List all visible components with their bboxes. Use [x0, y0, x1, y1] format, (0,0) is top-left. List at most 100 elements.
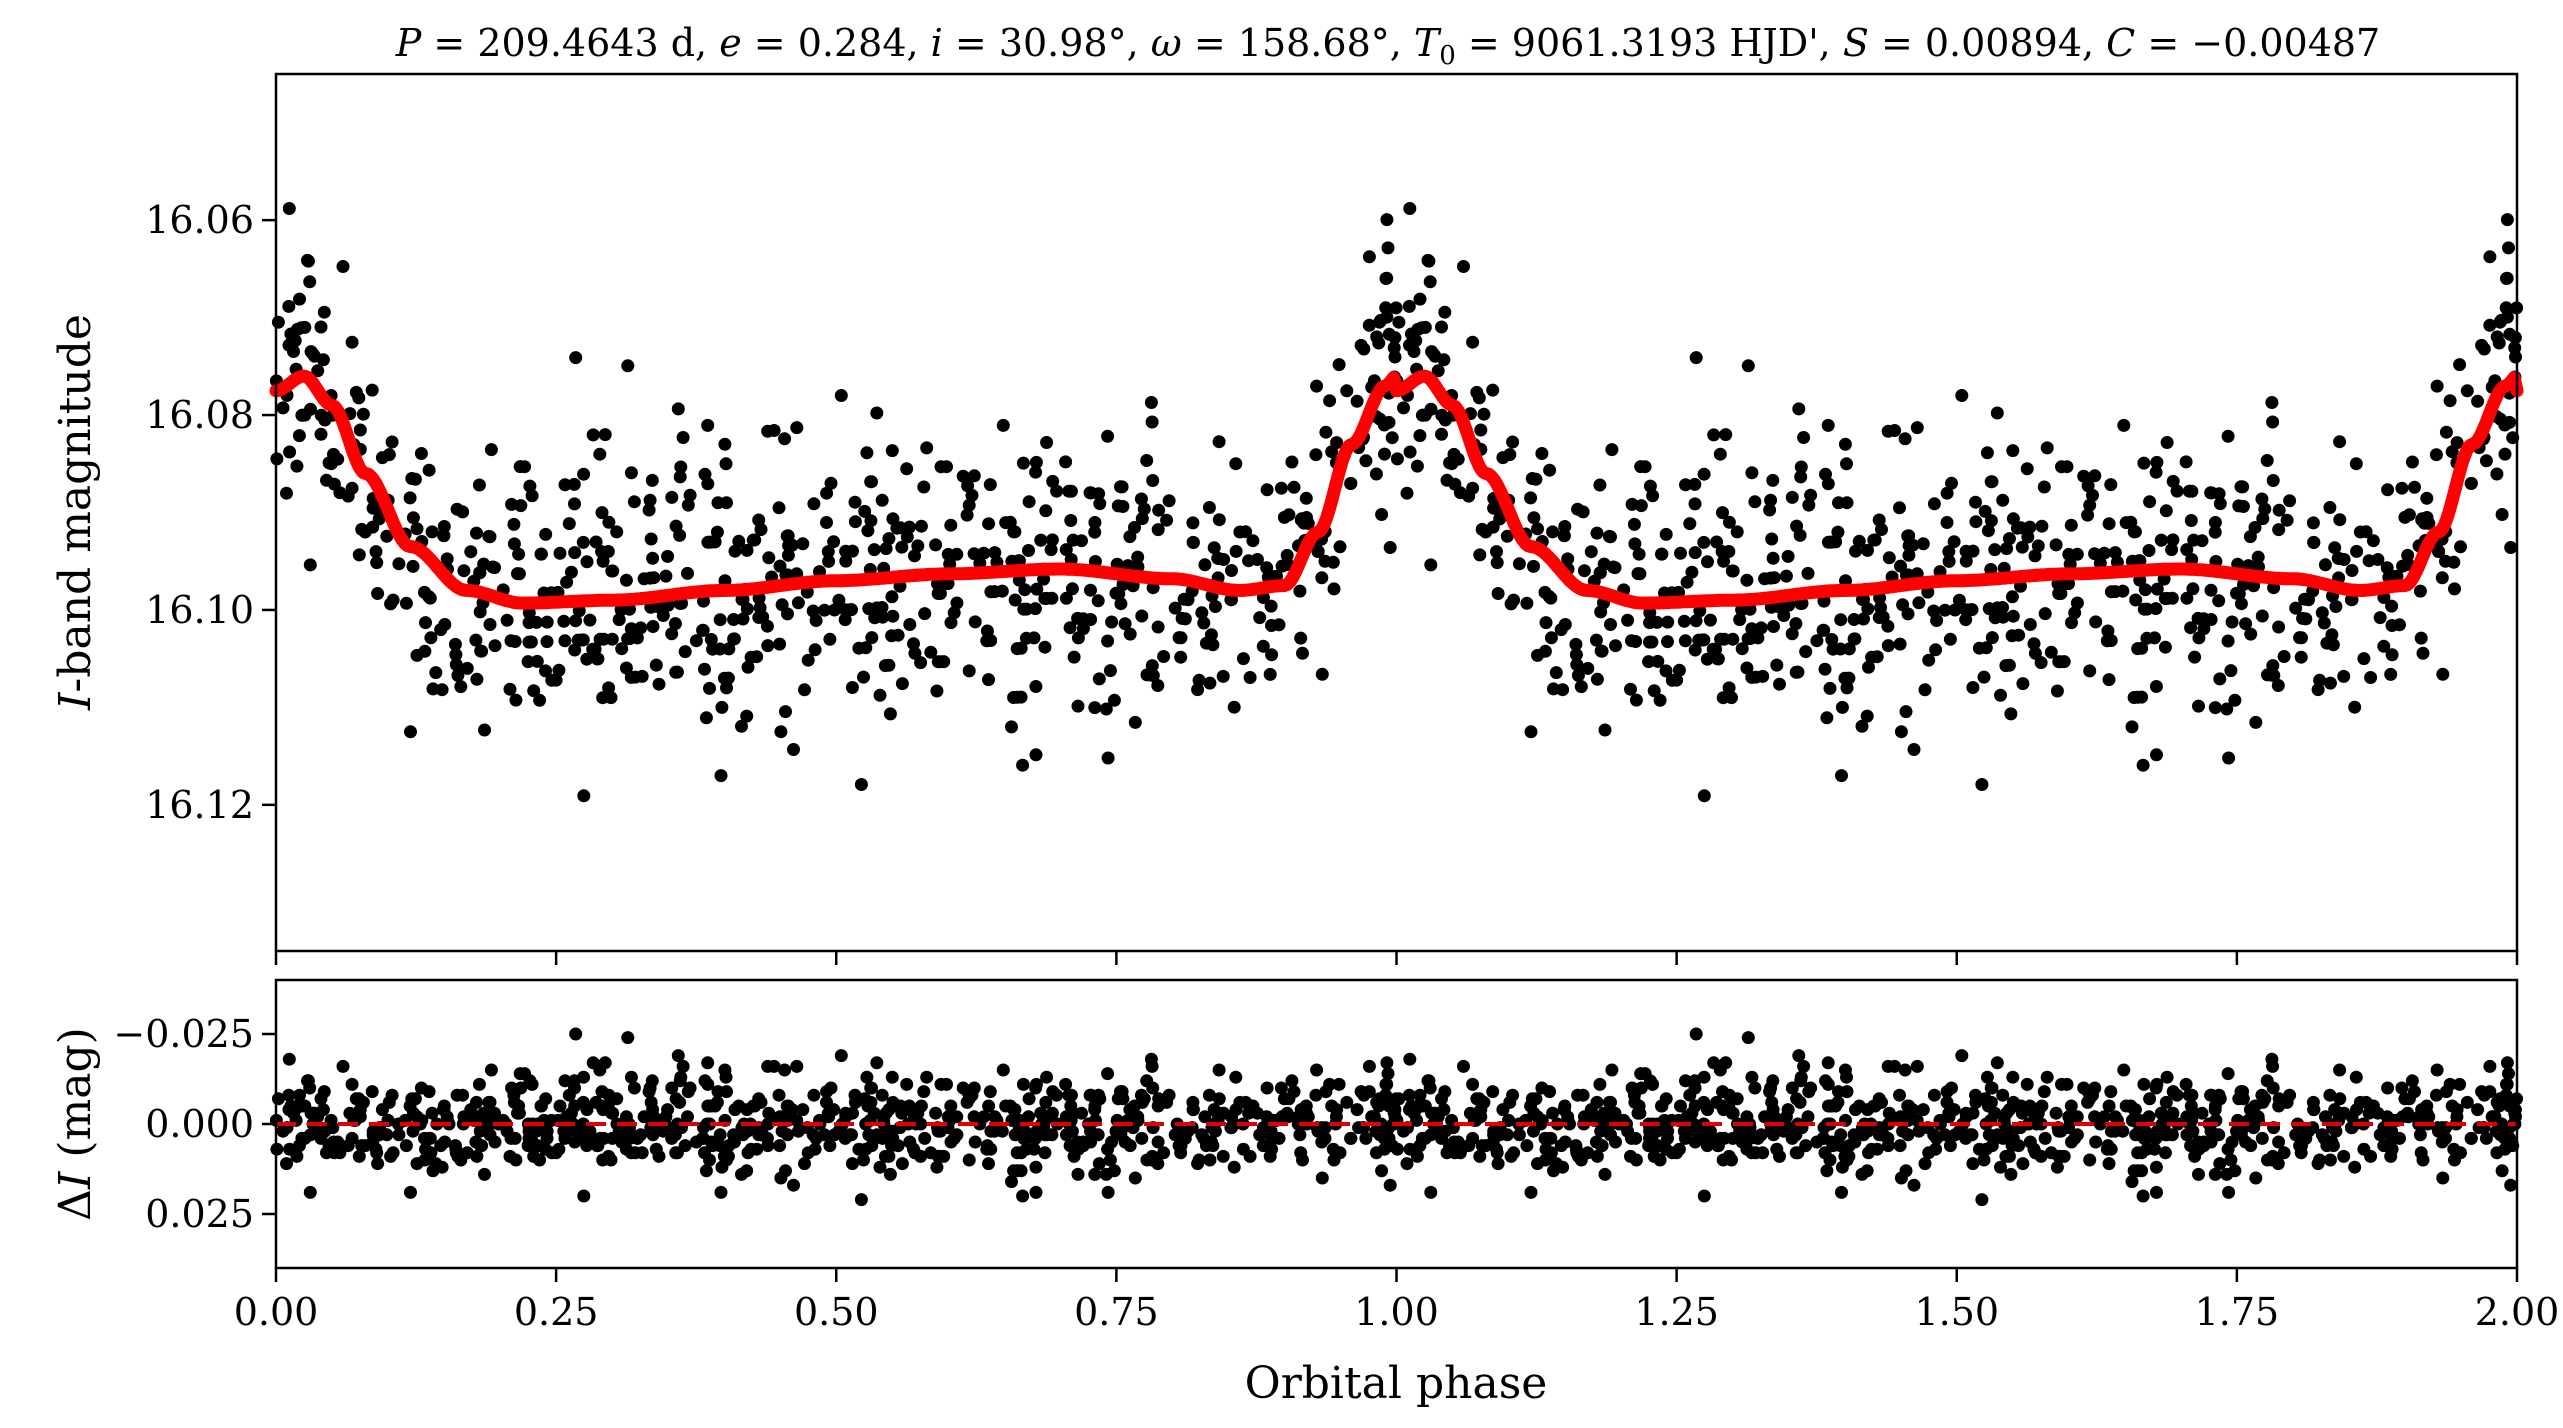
residual-point: [854, 1193, 868, 1207]
residual-point: [1689, 1027, 1703, 1041]
residual-point: [1538, 1131, 1552, 1145]
observation-point: [553, 546, 567, 560]
observation-point: [895, 677, 909, 691]
residual-point: [823, 1139, 837, 1153]
observation-point: [2408, 480, 2421, 494]
residual-point: [1820, 1164, 1834, 1178]
residual-point: [2350, 1103, 2364, 1117]
observation-point: [1253, 611, 1267, 625]
title-e-symbol: e: [719, 21, 742, 65]
observation-point: [1375, 508, 1389, 521]
observation-point: [2077, 469, 2091, 483]
observation-point: [2116, 584, 2130, 598]
observation-point: [1423, 275, 1437, 289]
observation-point: [483, 530, 497, 544]
observation-point: [1829, 535, 1843, 549]
observation-point: [728, 544, 742, 558]
observation-point: [1500, 529, 1514, 543]
residual-point: [1972, 1142, 1986, 1156]
observation-point: [1629, 693, 1643, 707]
observation-point: [1847, 632, 1861, 646]
observation-point: [673, 528, 687, 542]
observation-point: [422, 463, 436, 477]
observation-point: [1101, 429, 1115, 443]
residual-point: [1206, 1139, 1220, 1153]
observation-point: [827, 535, 841, 549]
observation-point: [2031, 539, 2045, 553]
observation-point: [2447, 555, 2461, 569]
observation-point: [469, 633, 483, 647]
residual-point: [440, 1110, 454, 1124]
observation-point: [605, 564, 619, 578]
residual-point: [1253, 1128, 1267, 1142]
observation-point: [643, 571, 657, 585]
observation-point: [875, 601, 889, 614]
observation-point: [1146, 474, 1160, 487]
observation-point: [778, 432, 792, 446]
observation-point: [1029, 455, 1043, 469]
residual-point: [1996, 1131, 2010, 1145]
observation-point: [754, 610, 768, 624]
observation-point: [1754, 621, 1768, 635]
observation-point: [2432, 545, 2445, 558]
observation-point: [2002, 532, 2016, 546]
observation-point: [2373, 611, 2387, 625]
residual-point: [982, 1157, 995, 1171]
observation-point: [2166, 474, 2180, 488]
residual-point: [1333, 1146, 1347, 1160]
residual-point: [1506, 1088, 1520, 1102]
observation-point: [2326, 638, 2340, 652]
residual-point: [1984, 1081, 1998, 1095]
observation-point: [1881, 424, 1895, 438]
residual-point: [1274, 1081, 1288, 1095]
observation-point: [1584, 545, 1598, 559]
residual-point: [673, 1095, 687, 1109]
residual-point: [470, 1095, 483, 1109]
observation-point: [1581, 661, 1595, 675]
residual-point: [1785, 1081, 1799, 1095]
observation-point: [448, 637, 462, 651]
observation-point: [1994, 688, 2007, 702]
observation-point: [683, 488, 697, 502]
residual-point: [527, 1149, 541, 1163]
observation-point: [1326, 555, 1340, 569]
residual-point: [1212, 1092, 1226, 1106]
residual-point: [965, 1088, 979, 1102]
title-e-value: = 0.284,: [742, 21, 931, 65]
residual-point: [1381, 1067, 1395, 1081]
residual-point: [1561, 1110, 1575, 1124]
observation-point: [483, 618, 497, 631]
observation-point: [2213, 497, 2227, 511]
observation-point: [1535, 447, 1549, 460]
observation-point: [2385, 599, 2399, 613]
residual-point: [2225, 1135, 2239, 1149]
observation-point: [2028, 549, 2042, 563]
residual-point: [2460, 1095, 2474, 1109]
residual-point: [1146, 1153, 1160, 1167]
residual-point: [2158, 1146, 2172, 1160]
observation-point: [1151, 523, 1165, 537]
residual-point: [1661, 1131, 1674, 1145]
observation-point: [558, 478, 572, 492]
observation-point: [568, 643, 582, 657]
observation-point: [624, 670, 638, 684]
residual-point: [1192, 1153, 1206, 1167]
residual-point: [908, 1146, 922, 1160]
observation-point: [2500, 213, 2514, 227]
observation-point: [1881, 639, 1895, 653]
residual-point: [703, 1117, 717, 1131]
residual-point: [392, 1128, 406, 1142]
observation-point: [1546, 525, 1560, 539]
residual-point: [1981, 1099, 1995, 1113]
observation-point: [1642, 655, 1656, 669]
observation-point: [539, 664, 552, 678]
observation-point: [1340, 384, 1354, 398]
observation-point: [1764, 493, 1778, 507]
observation-point: [460, 661, 474, 675]
observation-point: [1387, 341, 1401, 355]
residual-point: [1005, 1175, 1018, 1189]
observation-point: [514, 499, 528, 513]
observation-point: [2267, 669, 2281, 682]
residual-point: [483, 1117, 497, 1131]
observation-point: [1969, 515, 1983, 529]
